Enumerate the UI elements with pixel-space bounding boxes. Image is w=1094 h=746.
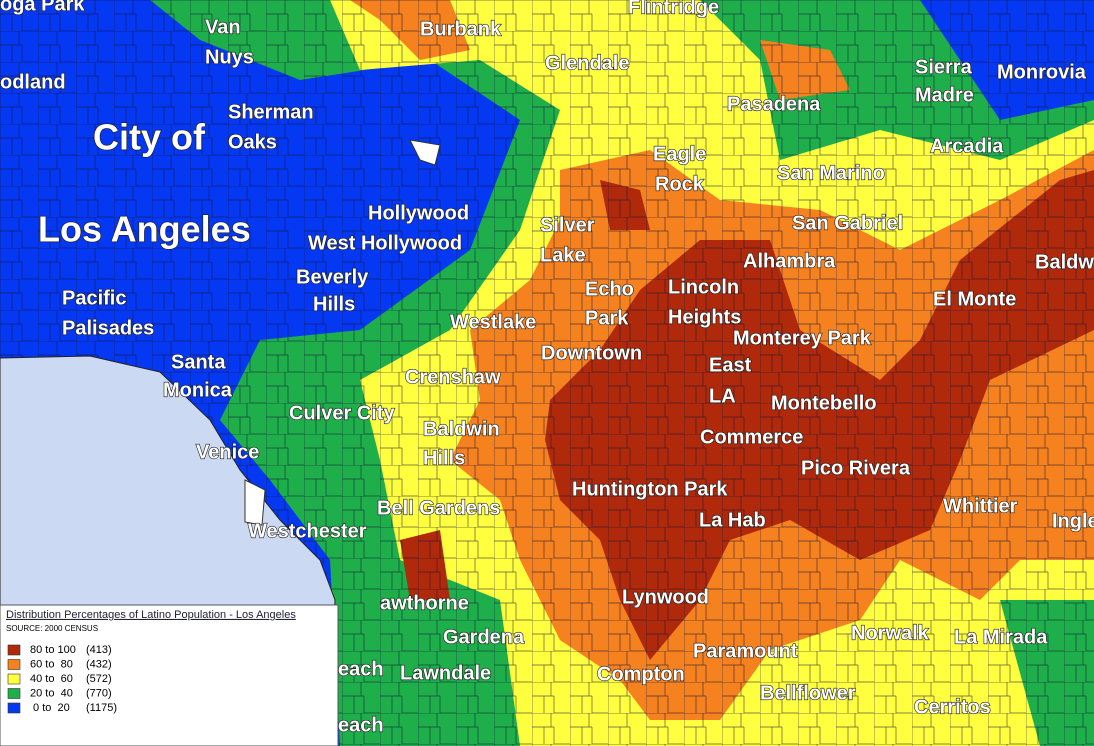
legend: Distribution Percentages of Latino Popul… <box>0 604 339 746</box>
land-feature <box>244 139 441 526</box>
legend-range: 20 to 40 <box>30 687 73 699</box>
place-label: Whittier <box>943 495 1018 517</box>
place-label: West Hollywood <box>308 232 462 254</box>
place-label: Baldwin <box>423 418 500 440</box>
place-label: each <box>338 714 384 736</box>
place-label: Venice <box>196 441 259 463</box>
legend-count: (413) <box>86 644 112 656</box>
legend-range: 0 to 20 <box>30 702 70 714</box>
place-label: Burbank <box>420 18 502 40</box>
place-label: LA <box>709 385 736 407</box>
place-label: Oaks <box>228 131 277 153</box>
place-label: Commerce <box>700 426 803 448</box>
place-label: Norwalk <box>851 622 930 644</box>
place-label: Sierra <box>915 56 973 78</box>
place-label: Hills <box>423 447 465 469</box>
legend-swatch <box>7 673 21 685</box>
place-label: San Gabriel <box>792 212 903 234</box>
place-label: City of <box>93 117 206 158</box>
legend-swatch <box>7 688 21 699</box>
legend-source: SOURCE: 2000 CENSUS <box>6 624 98 633</box>
place-label: Cerritos <box>914 696 991 718</box>
place-label: Pacific <box>62 287 126 309</box>
legend-count: (572) <box>86 673 112 685</box>
place-label: Palisades <box>62 317 154 339</box>
place-label: Westchester <box>248 520 367 542</box>
place-label: Los Angeles <box>38 209 251 250</box>
place-label: Bell Gardens <box>377 497 500 519</box>
place-label: Silver <box>540 214 595 236</box>
place-label: Glendale <box>545 52 629 74</box>
place-label: Van <box>205 16 241 38</box>
place-label: East <box>709 354 752 376</box>
legend-range: 60 to 80 <box>30 658 73 670</box>
place-label: Compton <box>597 663 685 685</box>
place-label: oga Park <box>0 0 85 15</box>
place-label: Hills <box>313 293 355 315</box>
legend-range: 40 to 60 <box>30 673 73 685</box>
place-label: each <box>338 658 384 680</box>
place-label: Lynwood <box>622 586 709 608</box>
place-label: Arcadia <box>930 135 1004 157</box>
legend-title: Distribution Percentages of Latino Popul… <box>6 609 296 621</box>
place-label: Paramount <box>693 640 798 662</box>
legend-swatch <box>7 702 21 714</box>
place-label: Pasadena <box>727 93 821 115</box>
place-label: Lincoln <box>668 276 739 298</box>
place-label: awthorne <box>380 592 469 614</box>
place-label: Monterey Park <box>733 327 872 349</box>
place-label: Lawndale <box>400 662 491 684</box>
place-label: Beverly <box>296 266 369 288</box>
place-label: Park <box>585 307 629 329</box>
place-label: Montebello <box>771 392 877 414</box>
legend-range: 80 to 100 <box>30 644 76 656</box>
place-label: San Marino <box>777 162 885 184</box>
place-label: Santa <box>171 351 226 373</box>
place-label: La Hab <box>699 509 766 531</box>
place-label: Baldw <box>1035 251 1094 273</box>
place-label: Sherman <box>228 101 314 123</box>
place-label: odland <box>0 71 66 93</box>
place-label: Monica <box>163 379 233 401</box>
place-label: Crenshaw <box>405 366 501 388</box>
place-label: La Mirada <box>954 626 1048 648</box>
place-label: Flintridge <box>628 0 719 18</box>
place-label: Bellflower <box>760 682 856 704</box>
place-label: El Monte <box>933 288 1016 310</box>
place-label: Downtown <box>541 342 642 364</box>
place-label: Echo <box>585 278 634 300</box>
place-label: Alhambra <box>743 250 836 272</box>
legend-count: (432) <box>86 658 112 670</box>
place-label: Pico Rivera <box>801 457 911 479</box>
legend-count: (770) <box>86 687 112 699</box>
legend-swatch <box>7 659 21 670</box>
place-label: Monrovia <box>997 61 1087 83</box>
legend-box <box>0 604 339 746</box>
place-label: Culver City <box>289 402 395 424</box>
place-label: Hollywood <box>368 202 469 224</box>
place-label: Westlake <box>450 311 536 333</box>
place-label: Lake <box>540 244 586 266</box>
legend-swatch <box>7 644 21 656</box>
place-label: Huntington Park <box>572 478 728 500</box>
place-label: Gardena <box>443 626 525 648</box>
place-label: Rock <box>655 173 705 195</box>
place-label: Eagle <box>653 143 706 165</box>
legend-count: (1175) <box>86 702 117 714</box>
place-label: Nuys <box>205 46 254 68</box>
place-label: Madre <box>915 84 974 106</box>
place-label: Inglewood <box>1052 510 1094 532</box>
place-label: Heights <box>668 306 741 328</box>
